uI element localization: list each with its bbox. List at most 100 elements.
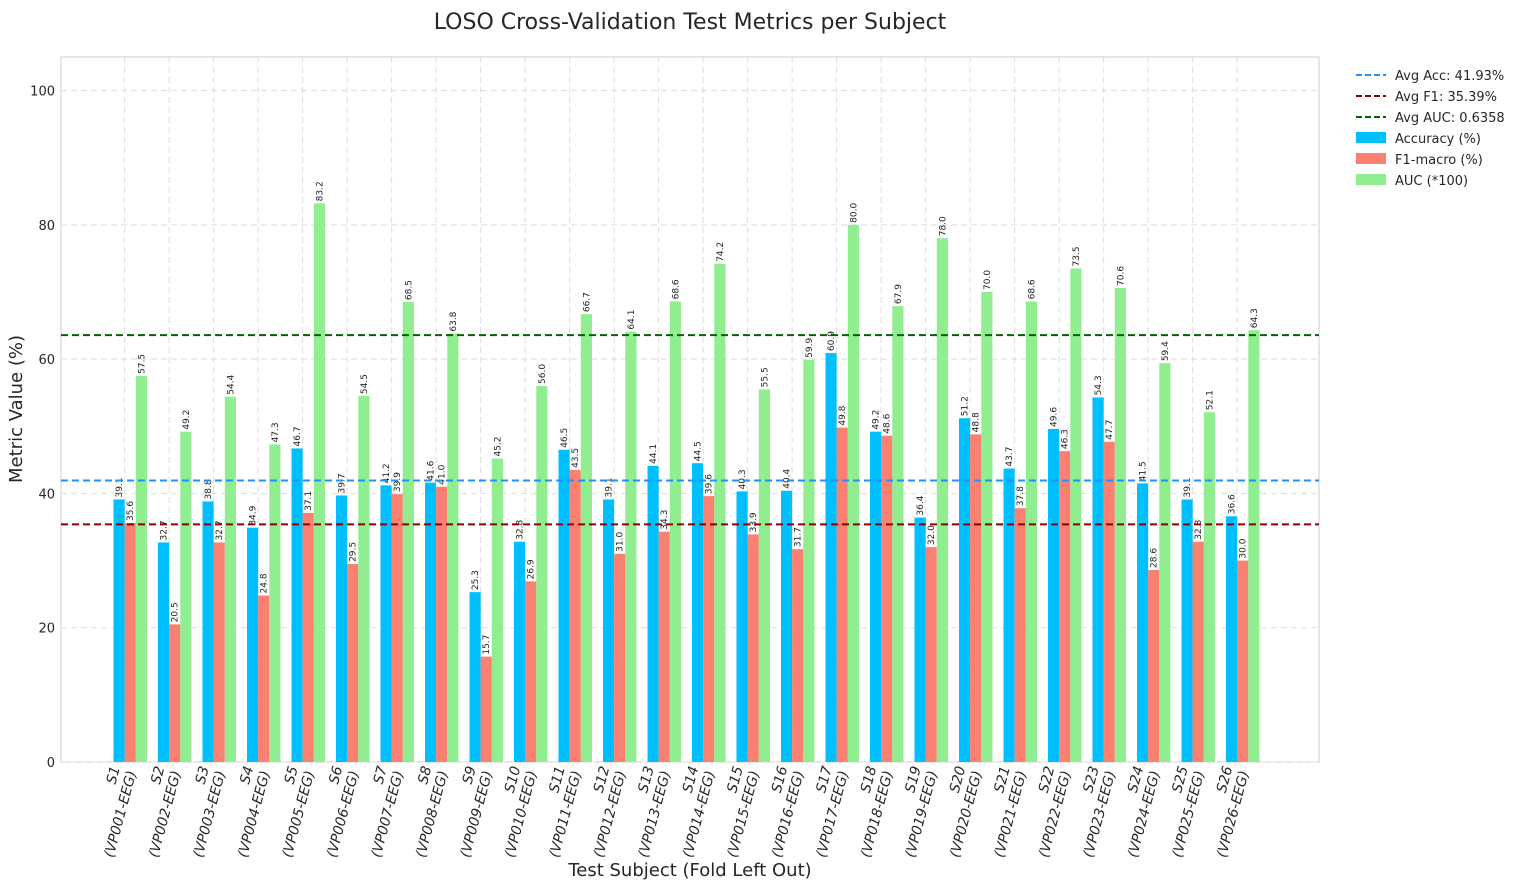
bar-value-label: 43.5	[571, 448, 581, 468]
y-tick-label: 20	[38, 622, 55, 637]
bar-accuracy	[914, 517, 926, 762]
bar-value-label: 74.2	[716, 242, 726, 262]
bar-value-label: 32.0	[927, 525, 937, 545]
bar-value-label: 60.9	[827, 331, 837, 351]
bar-value-label: 37.8	[1016, 486, 1026, 506]
bar-accuracy	[113, 499, 125, 762]
bar-f1	[480, 656, 492, 762]
bar-accuracy	[336, 495, 348, 762]
bar-accuracy	[781, 490, 793, 762]
legend-entry-label: Avg Acc: 41.93%	[1395, 69, 1504, 84]
bar-auc	[981, 292, 993, 762]
bar-value-label: 39.6	[705, 474, 715, 494]
bar-value-label: 51.2	[961, 396, 971, 416]
bar-auc	[180, 431, 192, 762]
bar-value-label: 83.2	[315, 181, 325, 201]
bar-accuracy	[1226, 516, 1238, 762]
bar-value-label: 47.7	[1105, 420, 1115, 440]
bar-auc	[714, 263, 726, 762]
x-tick-label: S1(VP001-EEG)	[102, 765, 141, 860]
bar-auc	[313, 203, 325, 762]
bar-value-label: 33.9	[749, 512, 759, 532]
bar-value-label: 41.0	[438, 464, 448, 484]
bar-f1	[1014, 508, 1026, 762]
y-tick-label: 0	[47, 756, 55, 771]
legend-bar-swatch	[1356, 132, 1386, 143]
x-tick-label-subject: S8	[415, 764, 435, 785]
x-tick-label-subject: S7	[371, 764, 391, 785]
bar-auc	[135, 375, 147, 762]
legend-entry-label: Avg AUC: 0.6358	[1395, 111, 1505, 126]
bar-auc	[803, 359, 815, 762]
bar-auc	[758, 389, 770, 762]
bar-value-label: 32.7	[215, 520, 225, 540]
bar-value-label: 39.1	[1183, 477, 1193, 497]
bar-value-label: 46.5	[560, 428, 570, 448]
bar-value-label: 56.0	[538, 364, 548, 384]
bar-accuracy	[158, 542, 170, 762]
bar-f1	[614, 553, 626, 762]
bar-value-label: 32.8	[516, 519, 526, 539]
x-tick-label-subject: S18	[858, 764, 880, 794]
bar-f1	[925, 547, 937, 762]
bar-value-label: 31.0	[616, 532, 626, 552]
bar-value-label: 41.5	[1139, 461, 1149, 481]
bar-value-label: 35.6	[126, 501, 136, 521]
x-tick-label-subject: S26	[1214, 764, 1236, 794]
bar-value-label: 37.1	[304, 491, 314, 511]
legend-entry-label: F1-macro (%)	[1395, 153, 1483, 168]
bar-value-label: 40.4	[783, 468, 793, 488]
bar-accuracy	[1137, 483, 1149, 762]
legend: Avg Acc: 41.93% Avg F1: 35.39% Avg AUC: 0.…	[1356, 69, 1505, 189]
x-axis: S1(VP001-EEG) S2(VP002-EEG) S3(VP003-EEG) S…	[102, 764, 1253, 860]
bar-value-label: 68.6	[671, 279, 681, 299]
x-tick-label-subject: S5	[282, 764, 302, 785]
bar-accuracy	[959, 418, 971, 762]
bar-value-label: 38.8	[204, 479, 214, 499]
bar-auc	[580, 314, 592, 762]
bar-f1	[1059, 451, 1071, 762]
bar-value-label: 68.5	[404, 280, 414, 300]
bar-value-label: 54.4	[226, 374, 236, 394]
bar-value-label: 49.2	[182, 410, 192, 430]
y-tick-label: 60	[38, 353, 55, 368]
bar-value-label: 55.5	[760, 367, 770, 387]
y-axis-label: Metric Value (%)	[6, 335, 27, 483]
bar-f1	[881, 435, 893, 762]
y-tick-label: 100	[30, 85, 55, 100]
bar-value-label: 39.1	[605, 477, 615, 497]
legend-bar-swatch	[1356, 153, 1386, 164]
bar-auc	[625, 331, 637, 762]
bar-value-label: 57.5	[137, 354, 147, 374]
bar-value-label: 63.8	[449, 311, 459, 331]
bar-f1	[436, 486, 448, 762]
bar-value-label: 41.2	[382, 463, 392, 483]
bar-f1	[836, 427, 848, 762]
bar-value-label: 39.1	[115, 477, 125, 497]
x-tick-label-subject: S11	[546, 765, 568, 795]
x-tick-label-subject: S15	[724, 764, 746, 794]
bar-value-label: 54.5	[360, 374, 370, 394]
bar-f1	[213, 542, 225, 762]
x-tick-label-subject: S2	[148, 764, 168, 785]
bar-f1	[792, 549, 804, 762]
bar-accuracy	[380, 485, 392, 762]
x-tick-label-subject: S9	[460, 764, 480, 785]
bar-accuracy	[1181, 499, 1193, 762]
bar-auc	[358, 396, 370, 762]
bar-value-label: 44.5	[694, 441, 704, 461]
bar-value-label: 78.0	[938, 216, 948, 236]
legend-entry-label: Avg F1: 35.39%	[1395, 90, 1497, 105]
x-tick-label-subject: S24	[1125, 765, 1147, 795]
bar-accuracy	[425, 482, 437, 762]
bar-accuracy	[1003, 468, 1015, 762]
y-tick-label: 80	[38, 219, 55, 234]
bar-accuracy	[692, 463, 704, 762]
x-tick-label-subject: S3	[193, 765, 213, 786]
bar-value-label: 29.5	[349, 542, 359, 562]
bar-f1	[569, 469, 581, 762]
x-tick-label-subject: S23	[1080, 765, 1102, 795]
bar-f1	[703, 496, 715, 762]
legend-bar-swatch	[1356, 174, 1386, 185]
bar-value-label: 24.8	[260, 573, 270, 593]
